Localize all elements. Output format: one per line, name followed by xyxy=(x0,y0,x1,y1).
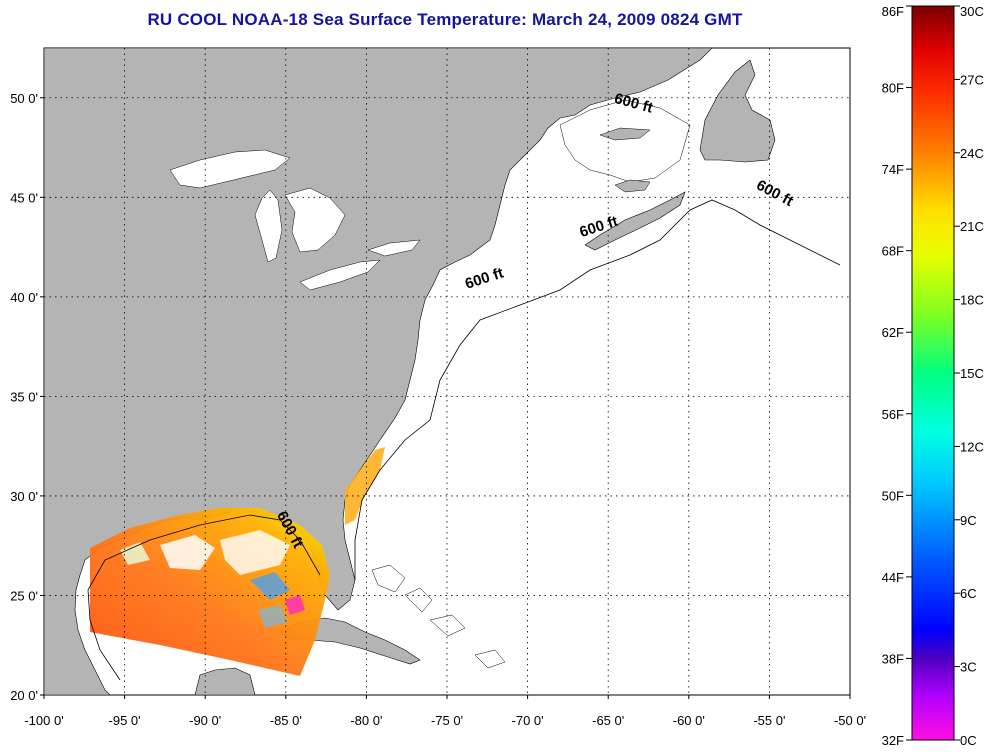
colorbar-f-label: 56F xyxy=(882,407,904,422)
colorbar-c-label: 27C xyxy=(960,72,984,87)
colorbar-f-label: 44F xyxy=(882,570,904,585)
prince-edward-island xyxy=(614,179,651,193)
lon-tick-label: -80 0' xyxy=(350,713,382,728)
lat-tick-label: 45 0' xyxy=(10,190,38,205)
lat-tick-label: 40 0' xyxy=(10,290,38,305)
colorbar-c-label: 24C xyxy=(960,146,984,161)
colorbar-f-label: 50F xyxy=(882,488,904,503)
colorbar-f-label: 86F xyxy=(882,4,904,19)
colorbar-c-label: 3C xyxy=(960,660,977,675)
map-title: RU COOL NOAA-18 Sea Surface Temperature:… xyxy=(147,10,743,29)
colorbar-f-label: 80F xyxy=(882,81,904,96)
colorbar-c-label: 21C xyxy=(960,219,984,234)
colorbar-c-label: 15C xyxy=(960,366,984,381)
anticosti-island xyxy=(599,127,651,141)
lon-tick-label: -90 0' xyxy=(189,713,221,728)
sst-cloud-patches xyxy=(120,530,305,628)
latitude-axis: 20 0' 25 0' 30 0' 35 0' 40 0' 45 0' 50 0' xyxy=(10,91,44,703)
nova-scotia-land xyxy=(584,191,686,251)
longitude-axis: -100 0' -95 0' -90 0' -85 0' -80 0' -75 0' -70… xyxy=(24,695,866,728)
lat-tick-label: 35 0' xyxy=(10,389,38,404)
lon-tick-label: -55 0' xyxy=(753,713,785,728)
lon-tick-label: -65 0' xyxy=(592,713,624,728)
lon-tick-label: -75 0' xyxy=(431,713,463,728)
graticule xyxy=(44,48,850,695)
newfoundland-land xyxy=(699,59,776,163)
lat-tick-label: 50 0' xyxy=(10,91,38,106)
lat-tick-label: 20 0' xyxy=(10,688,38,703)
colorbar-c-label: 0C xyxy=(960,733,977,748)
colorbar-c-label: 18C xyxy=(960,293,984,308)
great-lakes xyxy=(169,149,421,291)
colorbar-c-label: 6C xyxy=(960,586,977,601)
isobath-600ft-line xyxy=(354,199,841,580)
lon-tick-label: -60 0' xyxy=(673,713,705,728)
colorbar xyxy=(911,5,955,741)
colorbar-c-label: 30C xyxy=(960,4,984,19)
lon-tick-label: -70 0' xyxy=(512,713,544,728)
lat-tick-label: 25 0' xyxy=(10,588,38,603)
lon-tick-label: -50 0' xyxy=(834,713,866,728)
colorbar-c-label: 12C xyxy=(960,439,984,454)
colorbar-f-label: 74F xyxy=(882,162,904,177)
colorbar-celsius-labels: 30C 27C 24C 21C 18C 15C 12C 9C 6C 3C 0C xyxy=(954,4,984,748)
colorbar-f-label: 62F xyxy=(882,325,904,340)
colorbar-f-label: 38F xyxy=(882,651,904,666)
lon-tick-label: -100 0' xyxy=(24,713,63,728)
bahamas-islands xyxy=(371,564,506,669)
yucatan-land xyxy=(194,667,256,695)
lon-tick-label: -95 0' xyxy=(109,713,141,728)
colorbar-f-label: 32F xyxy=(882,733,904,748)
colorbar-c-label: 9C xyxy=(960,513,977,528)
isobath-600ft-gulf xyxy=(87,514,321,681)
colorbar-fahrenheit-labels: 86F 80F 74F 68F 62F 56F 50F 44F 38F 32F xyxy=(882,4,912,748)
gulf-st-lawrence-water xyxy=(559,99,691,183)
lat-tick-label: 30 0' xyxy=(10,489,38,504)
sst-coastal-strip xyxy=(345,447,385,525)
colorbar-f-label: 68F xyxy=(882,244,904,259)
lon-tick-label: -85 0' xyxy=(270,713,302,728)
